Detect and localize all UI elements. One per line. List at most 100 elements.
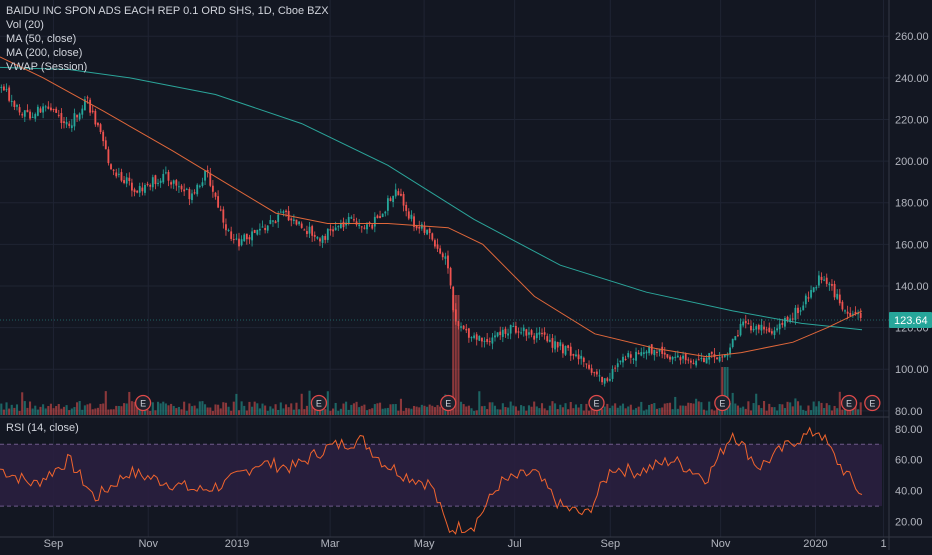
- volume-bar: [342, 403, 345, 415]
- volume-bar: [164, 403, 167, 415]
- volume-bar: [786, 401, 789, 415]
- volume-bar: [104, 391, 107, 415]
- volume-bar: [21, 392, 24, 415]
- candle-body: [781, 322, 784, 325]
- volume-bar: [368, 409, 371, 415]
- volume-bar: [705, 410, 708, 415]
- candle-body: [457, 321, 460, 327]
- candle-body: [3, 86, 5, 91]
- volume-bar: [154, 410, 157, 415]
- candle-body: [240, 239, 243, 246]
- candle-body: [219, 209, 222, 211]
- candle-body: [851, 313, 854, 315]
- volume-bar: [749, 410, 753, 415]
- volume-bar: [123, 403, 126, 415]
- candle-body: [381, 213, 384, 217]
- candle-body: [277, 214, 280, 222]
- volume-bar: [655, 408, 658, 415]
- volume-bar: [284, 404, 288, 415]
- candle-body: [530, 330, 533, 335]
- volume-bar: [611, 405, 614, 415]
- candle-body: [282, 211, 285, 214]
- volume-bar: [674, 396, 677, 415]
- volume-bar: [666, 403, 669, 415]
- volume-bar: [561, 407, 564, 415]
- y-tick-label: 80.00: [895, 406, 923, 418]
- candle-body: [689, 360, 692, 363]
- earnings-marker-label: E: [869, 399, 875, 409]
- candle-body: [405, 204, 408, 211]
- candle-body: [313, 234, 316, 237]
- candle-body: [245, 233, 248, 240]
- earnings-marker-label: E: [140, 399, 146, 409]
- volume-bar: [507, 407, 510, 415]
- volume-bar: [721, 367, 724, 415]
- candle-body: [253, 229, 256, 233]
- volume-bar: [326, 391, 329, 415]
- volume-bar: [697, 401, 700, 415]
- candle-body: [73, 113, 76, 127]
- candle-body: [151, 177, 154, 188]
- candle-body: [799, 310, 802, 312]
- candle-body: [5, 89, 8, 91]
- volume-bar: [619, 405, 622, 415]
- volume-bar: [794, 398, 797, 415]
- volume-bar: [736, 405, 739, 415]
- candle-body: [10, 100, 13, 102]
- volume-bar: [193, 405, 196, 415]
- volume-bar: [0, 403, 3, 415]
- candle-body: [645, 351, 648, 354]
- volume-bar: [564, 403, 567, 415]
- volume-bar: [60, 408, 63, 415]
- candle-body: [225, 224, 227, 231]
- candle-body: [407, 211, 410, 219]
- x-tick-label: Mar: [321, 538, 340, 550]
- volume-bar: [525, 410, 528, 415]
- candle-body: [363, 227, 366, 229]
- candle-body: [157, 182, 159, 184]
- candle-body: [585, 363, 588, 365]
- earnings-marker: [864, 394, 881, 412]
- candle-body: [488, 341, 491, 343]
- volume-bar: [198, 401, 201, 415]
- y-tick-label: 240.00: [895, 73, 929, 85]
- candle-body: [347, 216, 350, 224]
- candle-body: [144, 185, 146, 193]
- candle-body: [308, 226, 311, 234]
- volume-bar: [431, 405, 434, 415]
- volume-bar: [49, 403, 52, 415]
- volume-bar: [763, 401, 766, 415]
- volume-bar: [258, 408, 261, 415]
- candle-body: [807, 297, 810, 299]
- candle-body: [648, 346, 651, 354]
- candle-body: [656, 351, 658, 353]
- volume-bar: [358, 407, 361, 415]
- candle-body: [687, 359, 690, 361]
- volume-bar: [386, 407, 389, 415]
- candle-body: [222, 209, 225, 223]
- volume-bar: [823, 408, 826, 415]
- volume-bar: [371, 408, 374, 415]
- volume-bar: [608, 408, 611, 415]
- candle-body: [332, 229, 334, 232]
- chart-title: BAIDU INC SPON ADS EACH REP 0.1 ORD SHS,…: [6, 5, 329, 17]
- volume-bar: [624, 408, 627, 415]
- candle-body: [232, 239, 235, 241]
- candle-body: [828, 283, 831, 286]
- volume-bar: [36, 409, 39, 415]
- price-badge: [889, 312, 932, 329]
- candle-body: [188, 188, 191, 200]
- candle-body: [128, 177, 131, 181]
- volume-bar: [742, 406, 745, 415]
- volume-bar: [81, 409, 84, 415]
- volume-bar: [470, 408, 473, 415]
- volume-bar: [214, 404, 217, 415]
- candle-body: [671, 356, 674, 360]
- candle-body: [112, 169, 115, 171]
- candle-body: [810, 290, 812, 298]
- candle-body: [413, 216, 415, 227]
- candle-body: [379, 216, 381, 219]
- candle-body: [303, 229, 306, 231]
